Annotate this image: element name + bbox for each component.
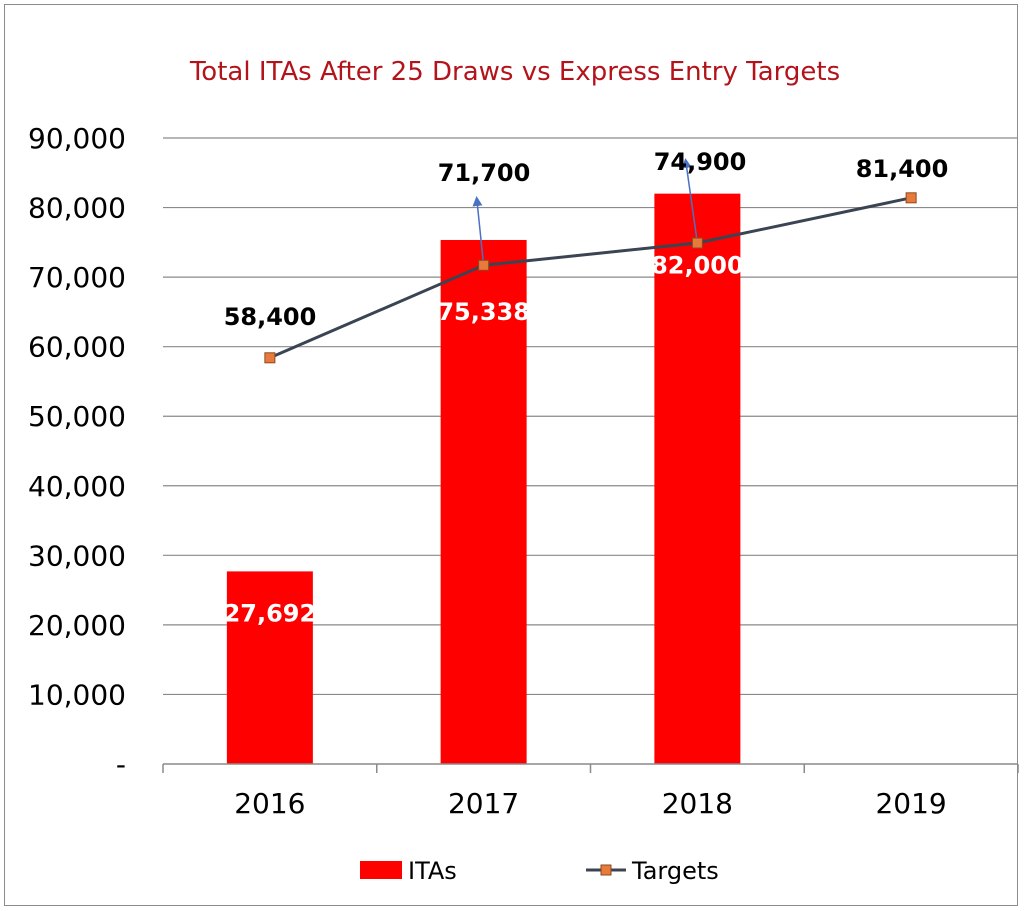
target-marker-2019 xyxy=(905,192,917,204)
x-axis-tick-labels: 2016 2017 2018 2019 xyxy=(234,787,947,820)
y-tick-label: 50,000 xyxy=(28,400,126,433)
target-marker-2018 xyxy=(691,237,703,249)
line-label: 58,400 xyxy=(224,303,317,331)
y-tick-label: 10,000 xyxy=(28,678,126,711)
bar-label: 75,338 xyxy=(437,298,530,326)
y-tick-label: 30,000 xyxy=(28,539,126,572)
y-tick-label: 60,000 xyxy=(28,331,126,364)
line-label: 81,400 xyxy=(856,155,949,183)
target-marker-2016 xyxy=(264,352,276,364)
y-tick-label: 20,000 xyxy=(28,609,126,642)
bar-label: 27,692 xyxy=(224,599,317,627)
label-leader-arrow xyxy=(472,196,485,266)
bar-itas-2016 xyxy=(226,571,313,764)
label-leader-arrow xyxy=(681,158,699,244)
line-label: 74,900 xyxy=(654,148,747,176)
x-axis xyxy=(162,763,1019,773)
line-label: 71,700 xyxy=(438,159,531,187)
line-series-targets xyxy=(264,158,917,364)
bar-itas-2017 xyxy=(440,239,527,764)
y-tick-label: 70,000 xyxy=(28,261,126,294)
y-tick-label: 80,000 xyxy=(28,192,126,225)
legend-label-itas: ITAs xyxy=(408,857,457,885)
legend-label-targets: Targets xyxy=(631,857,719,885)
x-tick-label: 2019 xyxy=(875,787,946,820)
y-tick-label: 90,000 xyxy=(28,122,126,155)
bar-itas-2018 xyxy=(654,193,741,765)
legend-swatch-itas xyxy=(360,861,402,879)
legend: ITAs Targets xyxy=(360,857,719,885)
line-data-labels: 58,400 71,700 74,900 81,400 xyxy=(224,148,949,331)
y-tick-label: - xyxy=(116,748,126,781)
chart-title: Total ITAs After 25 Draws vs Express Ent… xyxy=(189,57,840,87)
bar-label: 82,000 xyxy=(651,252,744,280)
y-tick-label: 40,000 xyxy=(28,470,126,503)
bar-data-labels: 27,692 75,338 82,000 xyxy=(224,252,744,628)
x-tick-label: 2017 xyxy=(448,787,519,820)
x-tick-label: 2016 xyxy=(234,787,305,820)
targets-line xyxy=(269,196,912,360)
x-tick-label: 2018 xyxy=(662,787,733,820)
target-marker-2017 xyxy=(478,259,490,271)
y-axis-tick-labels: - 10,000 20,000 30,000 40,000 50,000 60,000 70,… xyxy=(28,122,126,781)
bar-series-itas xyxy=(226,193,741,765)
legend-marker-targets xyxy=(600,864,612,876)
